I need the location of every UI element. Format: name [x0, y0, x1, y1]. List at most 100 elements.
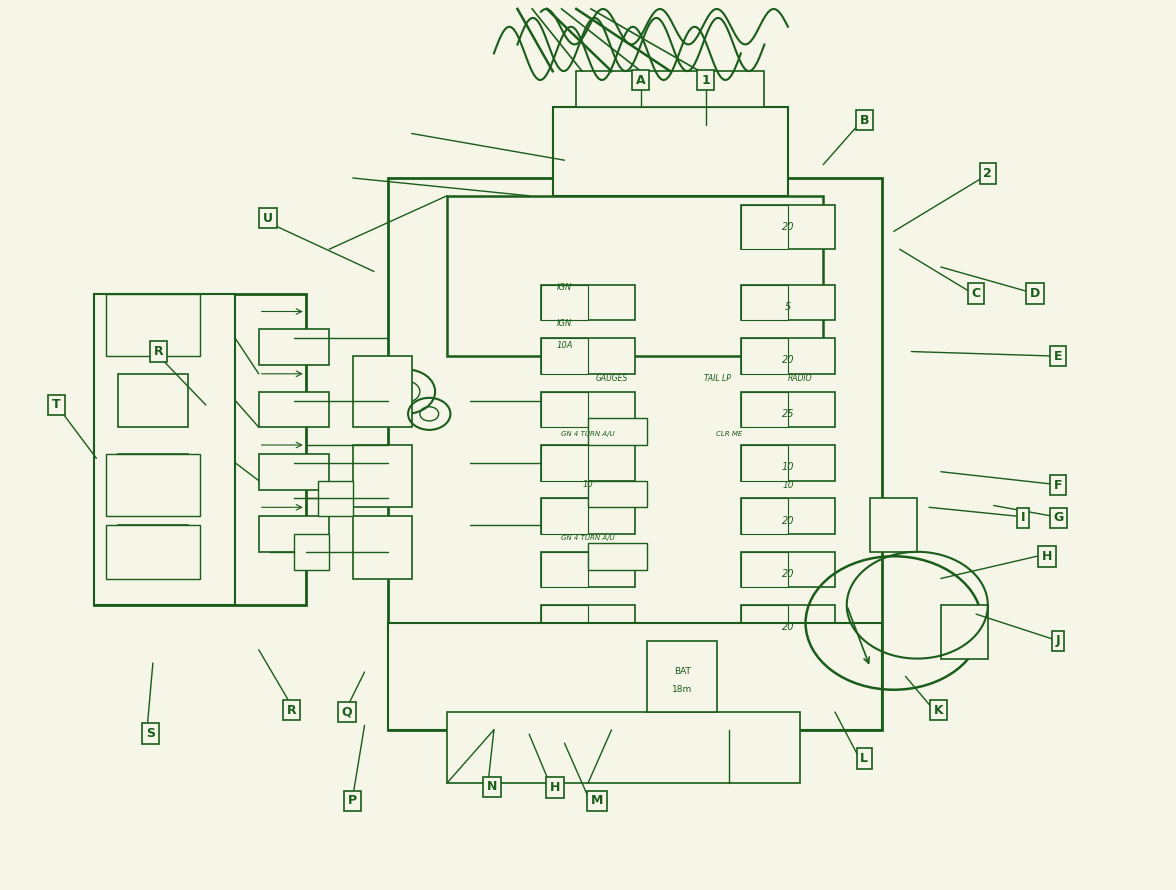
Bar [106, 525, 200, 579]
Text: 1: 1 [701, 74, 710, 86]
Bar [576, 71, 764, 107]
Text: R: R [287, 704, 296, 716]
Bar [388, 623, 882, 730]
Bar [94, 294, 235, 605]
Bar [741, 285, 835, 320]
Text: N: N [487, 781, 496, 793]
Bar [741, 205, 788, 249]
Bar [353, 445, 412, 507]
Text: R: R [154, 345, 163, 358]
Text: 2: 2 [983, 167, 993, 180]
Bar [741, 445, 835, 481]
Text: 20: 20 [782, 515, 794, 526]
Bar [259, 516, 329, 552]
Bar [588, 418, 647, 445]
Bar [741, 498, 788, 534]
Bar [541, 338, 588, 374]
Bar [541, 552, 635, 587]
Bar [741, 285, 788, 320]
Bar [118, 525, 188, 570]
Bar [294, 534, 329, 570]
Bar [741, 445, 788, 481]
Text: U: U [263, 212, 273, 224]
Text: GN 4 TURN A/U: GN 4 TURN A/U [561, 432, 615, 437]
Bar [353, 356, 412, 427]
Text: E: E [1054, 350, 1063, 362]
Text: 18m: 18m [671, 685, 693, 694]
Bar [741, 338, 835, 374]
Bar [118, 374, 188, 427]
Text: 20: 20 [782, 222, 794, 232]
Bar [94, 294, 306, 605]
Bar [259, 454, 329, 490]
Text: F: F [1054, 479, 1063, 491]
Text: M: M [592, 795, 603, 807]
Bar [541, 552, 588, 587]
Bar [741, 498, 835, 534]
Bar [541, 659, 635, 694]
Bar [588, 543, 647, 570]
Text: T: T [52, 399, 61, 411]
Text: RADIO: RADIO [788, 374, 811, 383]
Bar [741, 392, 788, 427]
Bar [541, 445, 588, 481]
Bar [741, 392, 835, 427]
Bar [541, 392, 635, 427]
Text: BAT: BAT [674, 668, 690, 676]
Text: G: G [1054, 512, 1063, 524]
Text: 10A: 10A [556, 341, 573, 350]
Bar [259, 329, 329, 365]
Bar [541, 605, 588, 641]
Bar [541, 498, 588, 534]
Text: S: S [146, 727, 155, 740]
Bar [447, 712, 800, 783]
Text: B: B [860, 114, 869, 126]
Text: K: K [934, 704, 943, 716]
Bar [106, 454, 200, 516]
Bar [353, 516, 412, 578]
Text: P: P [348, 795, 358, 807]
Text: GAUGES: GAUGES [595, 374, 628, 383]
Text: 5: 5 [784, 302, 791, 312]
Text: L: L [861, 752, 868, 765]
Bar [447, 196, 823, 356]
Text: 10: 10 [782, 462, 794, 473]
Bar [741, 205, 835, 249]
Bar [647, 641, 717, 712]
Text: 10: 10 [782, 481, 794, 490]
Bar [588, 481, 647, 507]
Text: GN 4 TURN A/U: GN 4 TURN A/U [561, 535, 615, 540]
Bar [741, 605, 788, 641]
Bar [118, 454, 188, 498]
Bar [388, 178, 882, 730]
Bar [541, 445, 635, 481]
Bar [541, 498, 635, 534]
Bar [318, 481, 353, 516]
Text: H: H [1042, 550, 1051, 562]
Bar [541, 338, 635, 374]
Bar [741, 338, 788, 374]
Text: IGN: IGN [557, 319, 572, 328]
Bar [259, 392, 329, 427]
Bar [741, 552, 788, 587]
Text: A: A [636, 74, 646, 86]
Text: 20: 20 [782, 622, 794, 633]
Text: TAIL LP: TAIL LP [704, 374, 730, 383]
Bar [541, 659, 588, 694]
Text: D: D [1030, 287, 1040, 300]
Text: 10: 10 [582, 480, 594, 489]
Text: 20: 20 [782, 355, 794, 366]
Bar [941, 605, 988, 659]
Bar [541, 285, 635, 320]
Text: CLR ME: CLR ME [716, 432, 742, 437]
Text: Q: Q [341, 706, 353, 718]
Text: 25: 25 [782, 409, 794, 419]
Text: IGN: IGN [557, 283, 572, 292]
Text: 20: 20 [782, 569, 794, 579]
Bar [541, 392, 588, 427]
Text: I: I [1021, 512, 1025, 524]
Text: J: J [1056, 635, 1061, 647]
Bar [553, 107, 788, 196]
Text: H: H [550, 781, 560, 794]
Bar [541, 285, 588, 320]
